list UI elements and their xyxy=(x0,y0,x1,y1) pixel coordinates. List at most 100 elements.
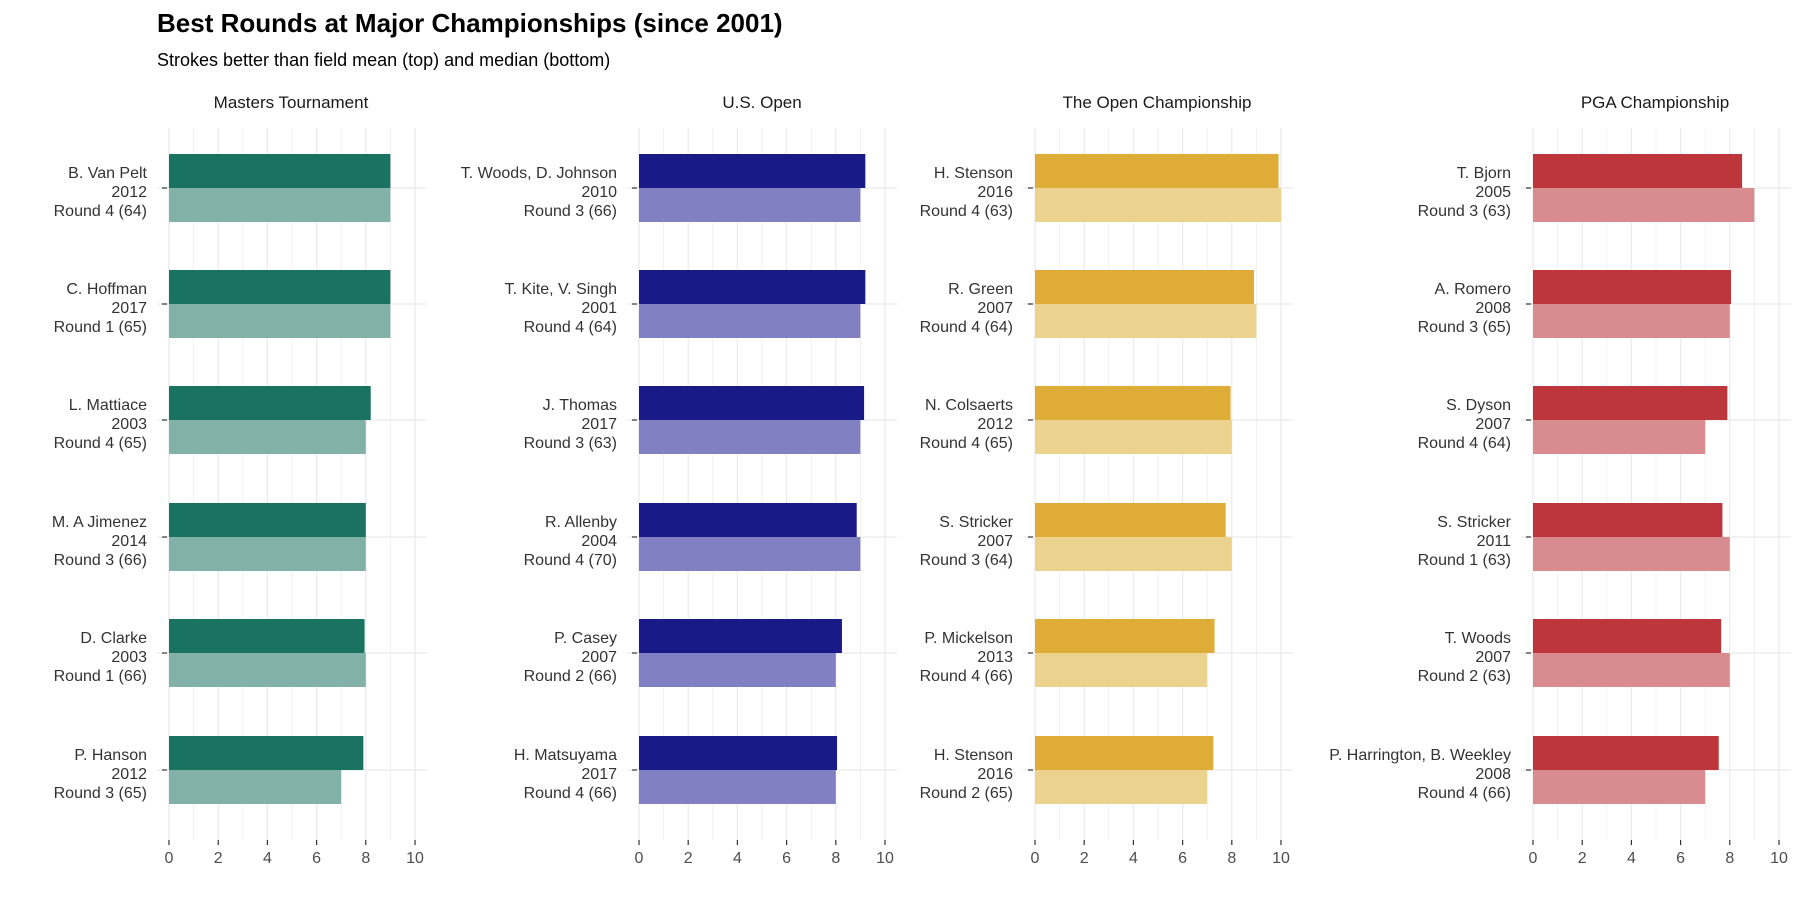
y-label-player: C. Hoffman xyxy=(66,281,147,298)
y-label-round: Round 3 (63) xyxy=(1418,203,1511,220)
y-label-round: Round 3 (66) xyxy=(54,552,147,569)
bar-median xyxy=(169,653,366,687)
y-label-player: H. Matsuyama xyxy=(514,747,617,764)
y-label-year: 2003 xyxy=(111,416,147,433)
x-tick-label: 6 xyxy=(1178,850,1187,867)
bar-median xyxy=(1035,653,1208,687)
bar-mean xyxy=(169,386,371,420)
y-label-year: 2003 xyxy=(111,649,147,666)
x-tick-label: 2 xyxy=(1578,850,1587,867)
y-label-player: T. Bjorn xyxy=(1457,165,1511,182)
bar-median xyxy=(1035,304,1257,338)
y-label-year: 2005 xyxy=(1475,184,1511,201)
y-label-player: J. Thomas xyxy=(543,397,617,414)
bar-mean xyxy=(639,270,866,304)
x-tick-label: 8 xyxy=(1725,850,1734,867)
y-label-year: 2004 xyxy=(581,533,617,550)
y-label-year: 2007 xyxy=(581,649,617,666)
y-label-round: Round 3 (65) xyxy=(1418,319,1511,336)
bar-mean xyxy=(169,503,366,537)
bar-mean xyxy=(1533,154,1743,188)
bar-mean xyxy=(169,619,365,653)
bar-median xyxy=(1035,537,1232,571)
y-label-round: Round 4 (66) xyxy=(524,785,617,802)
y-label-year: 2001 xyxy=(581,300,617,317)
y-label-year: 2012 xyxy=(111,766,147,783)
y-label-round: Round 3 (66) xyxy=(524,203,617,220)
y-label-year: 2011 xyxy=(1477,533,1512,550)
x-tick-label: 0 xyxy=(1529,850,1538,867)
bar-mean xyxy=(1035,154,1279,188)
bar-median xyxy=(1533,770,1706,804)
chart-subtitle: Strokes better than field mean (top) and… xyxy=(157,50,611,70)
y-label-round: Round 4 (64) xyxy=(54,203,147,220)
facet-title: The Open Championship xyxy=(1062,93,1251,112)
y-label-year: 2016 xyxy=(977,184,1013,201)
y-label-player: P. Hanson xyxy=(74,747,147,764)
x-tick-label: 2 xyxy=(684,850,693,867)
bar-median xyxy=(169,420,366,454)
facet-title: Masters Tournament xyxy=(214,93,369,112)
bar-median xyxy=(639,304,861,338)
bar-median xyxy=(639,653,836,687)
bar-mean xyxy=(639,619,842,653)
bar-mean xyxy=(1533,386,1728,420)
bar-median xyxy=(169,537,366,571)
bar-mean xyxy=(1035,736,1214,770)
y-label-player: T. Woods, D. Johnson xyxy=(461,165,617,182)
y-label-round: Round 4 (63) xyxy=(920,203,1013,220)
y-label-round: Round 4 (66) xyxy=(920,668,1013,685)
y-label-player: R. Green xyxy=(948,281,1013,298)
y-label-year: 2008 xyxy=(1475,766,1511,783)
y-label-player: N. Colsaerts xyxy=(925,397,1013,414)
y-label-round: Round 3 (64) xyxy=(920,552,1013,569)
facet-panel-4: PGA Championship T. Bjorn 2005 Round 3 (63)… xyxy=(1329,93,1791,867)
x-tick-label: 4 xyxy=(263,850,272,867)
bar-median xyxy=(1035,770,1208,804)
bar-mean xyxy=(639,386,865,420)
y-label-player: L. Mattiace xyxy=(69,397,147,414)
x-tick-label: 8 xyxy=(1227,850,1236,867)
y-label-round: Round 2 (66) xyxy=(524,668,617,685)
x-tick-label: 6 xyxy=(312,850,321,867)
bar-mean xyxy=(169,736,364,770)
bar-median xyxy=(1533,304,1730,338)
x-tick-label: 6 xyxy=(1676,850,1685,867)
y-label-round: Round 1 (65) xyxy=(54,319,147,336)
bar-median xyxy=(169,770,342,804)
y-label-year: 2012 xyxy=(111,184,147,201)
x-tick-label: 4 xyxy=(1627,850,1636,867)
y-label-round: Round 1 (66) xyxy=(54,668,147,685)
bar-median xyxy=(1533,653,1730,687)
y-label-round: Round 4 (64) xyxy=(1418,435,1511,452)
y-label-year: 2017 xyxy=(581,416,617,433)
y-label-year: 2007 xyxy=(1475,416,1511,433)
y-label-player: P. Casey xyxy=(554,630,617,647)
x-tick-label: 10 xyxy=(876,850,894,867)
x-tick-label: 10 xyxy=(1272,850,1290,867)
x-tick-label: 10 xyxy=(1770,850,1788,867)
y-label-year: 2017 xyxy=(111,300,147,317)
y-label-round: Round 4 (65) xyxy=(920,435,1013,452)
bar-mean xyxy=(169,154,391,188)
x-tick-label: 2 xyxy=(214,850,223,867)
x-tick-label: 6 xyxy=(782,850,791,867)
y-label-round: Round 4 (64) xyxy=(920,319,1013,336)
y-label-player: M. A Jimenez xyxy=(52,514,147,531)
facet-panel-1: Masters Tournament B. Van Pelt 2012 Round 4… xyxy=(52,93,427,867)
bar-mean xyxy=(1035,619,1215,653)
facet-title: U.S. Open xyxy=(722,93,801,112)
bar-mean xyxy=(1533,619,1722,653)
facet-panel-3: The Open Championship H. Stenson 2016 Round… xyxy=(920,93,1293,867)
bar-median xyxy=(639,188,861,222)
bar-median xyxy=(1533,537,1730,571)
bar-mean xyxy=(1533,736,1719,770)
x-tick-label: 8 xyxy=(361,850,370,867)
bar-mean xyxy=(169,270,391,304)
bar-mean xyxy=(1035,386,1231,420)
y-label-player: A. Romero xyxy=(1435,281,1512,298)
y-label-round: Round 2 (63) xyxy=(1418,668,1511,685)
bar-median xyxy=(1533,188,1755,222)
y-label-player: P. Mickelson xyxy=(924,630,1013,647)
